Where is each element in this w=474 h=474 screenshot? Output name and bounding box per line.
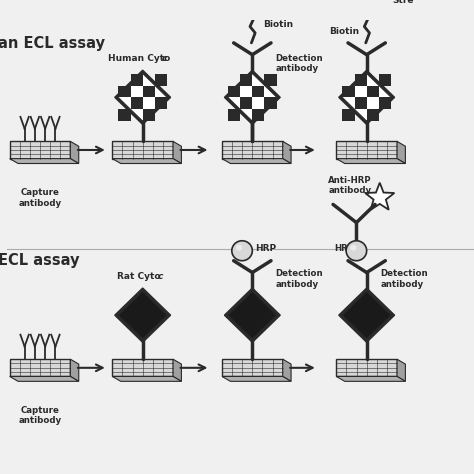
- Text: Stre: Stre: [392, 0, 414, 5]
- FancyBboxPatch shape: [222, 359, 283, 376]
- Polygon shape: [264, 97, 277, 109]
- Polygon shape: [240, 97, 252, 109]
- Circle shape: [232, 241, 252, 261]
- Polygon shape: [143, 109, 155, 121]
- Polygon shape: [224, 70, 280, 125]
- Text: c: c: [161, 55, 167, 64]
- Text: ECL assay: ECL assay: [0, 253, 80, 267]
- Polygon shape: [118, 74, 167, 121]
- Text: Rat Cyto: Rat Cyto: [117, 272, 164, 281]
- Polygon shape: [379, 74, 391, 85]
- Polygon shape: [224, 288, 280, 342]
- FancyBboxPatch shape: [222, 141, 283, 159]
- Polygon shape: [379, 97, 391, 109]
- Polygon shape: [118, 292, 167, 339]
- Text: Biotin: Biotin: [263, 20, 293, 29]
- Text: c: c: [158, 272, 164, 281]
- FancyBboxPatch shape: [9, 359, 70, 376]
- Polygon shape: [283, 141, 291, 164]
- Polygon shape: [115, 288, 171, 342]
- Polygon shape: [222, 376, 291, 381]
- FancyBboxPatch shape: [112, 141, 173, 159]
- Polygon shape: [355, 97, 367, 109]
- Polygon shape: [283, 359, 291, 381]
- Text: Detection
antibody: Detection antibody: [276, 269, 323, 289]
- Polygon shape: [355, 74, 367, 85]
- Polygon shape: [130, 74, 143, 85]
- Text: Detection
antibody: Detection antibody: [381, 269, 428, 289]
- Polygon shape: [115, 70, 171, 125]
- Polygon shape: [228, 85, 240, 97]
- FancyBboxPatch shape: [337, 359, 397, 376]
- Polygon shape: [337, 376, 405, 381]
- Polygon shape: [143, 85, 155, 97]
- Polygon shape: [118, 85, 130, 97]
- Text: HRP: HRP: [334, 244, 354, 253]
- FancyBboxPatch shape: [337, 141, 397, 159]
- Polygon shape: [112, 159, 182, 164]
- Polygon shape: [339, 70, 394, 125]
- Polygon shape: [240, 74, 252, 85]
- Text: Detection
antibody: Detection antibody: [276, 54, 323, 73]
- Polygon shape: [367, 109, 379, 121]
- Circle shape: [236, 245, 242, 251]
- Polygon shape: [342, 292, 391, 339]
- Text: Capture
antibody: Capture antibody: [18, 188, 62, 208]
- Text: Anti-HRP
antibody: Anti-HRP antibody: [328, 176, 372, 195]
- Polygon shape: [155, 97, 167, 109]
- Polygon shape: [228, 292, 277, 339]
- Polygon shape: [130, 97, 143, 109]
- Polygon shape: [70, 359, 79, 381]
- Polygon shape: [155, 74, 167, 85]
- Polygon shape: [342, 109, 355, 121]
- FancyBboxPatch shape: [9, 141, 70, 159]
- Polygon shape: [118, 109, 130, 121]
- Polygon shape: [342, 74, 391, 121]
- Polygon shape: [397, 141, 405, 164]
- Polygon shape: [342, 85, 355, 97]
- Polygon shape: [228, 109, 240, 121]
- Polygon shape: [222, 159, 291, 164]
- Circle shape: [346, 241, 367, 261]
- Polygon shape: [112, 376, 182, 381]
- Polygon shape: [353, 0, 383, 17]
- Text: Capture
antibody: Capture antibody: [18, 406, 62, 425]
- Text: Human Cyto: Human Cyto: [108, 55, 173, 64]
- Polygon shape: [252, 85, 264, 97]
- Polygon shape: [397, 359, 405, 381]
- Polygon shape: [339, 288, 394, 342]
- Polygon shape: [173, 141, 182, 164]
- Text: Biotin: Biotin: [329, 27, 360, 36]
- Polygon shape: [70, 141, 79, 164]
- FancyBboxPatch shape: [112, 359, 173, 376]
- Polygon shape: [9, 159, 79, 164]
- Polygon shape: [252, 109, 264, 121]
- Polygon shape: [337, 159, 405, 164]
- Polygon shape: [9, 376, 79, 381]
- Polygon shape: [367, 85, 379, 97]
- Text: HRP: HRP: [255, 244, 276, 253]
- Polygon shape: [264, 74, 277, 85]
- Polygon shape: [365, 182, 394, 210]
- Text: an ECL assay: an ECL assay: [0, 36, 105, 51]
- Circle shape: [350, 245, 356, 251]
- Polygon shape: [173, 359, 182, 381]
- Polygon shape: [228, 74, 277, 121]
